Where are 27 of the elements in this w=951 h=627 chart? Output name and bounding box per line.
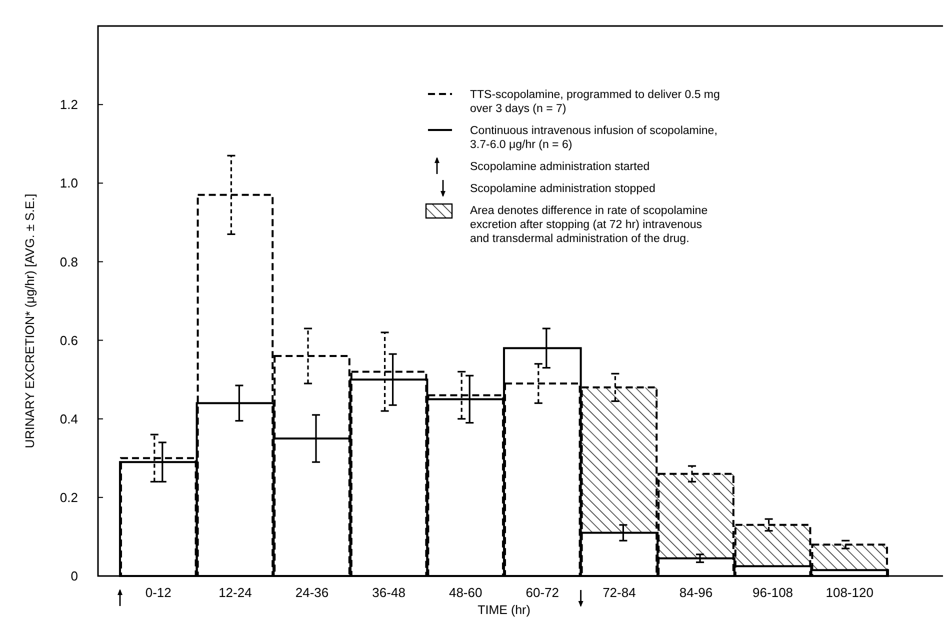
legend-label: Continuous intravenous infusion of scopolamine, 3.7-6.0 μg/hr (n = 6) (470, 125, 718, 151)
x-tick-label: 24-36 (295, 585, 329, 600)
y-tick-label: 0.6 (60, 332, 78, 348)
bar (580, 387, 658, 533)
x-tick-label: 60-72 (526, 585, 560, 600)
bar (658, 474, 734, 558)
x-tick-label: 48-60 (448, 585, 482, 600)
bar (734, 524, 812, 566)
legend-label: Area denotes difference in rate of scopolamine excretion after stopping (at 72 hr) intravenous and transdermal administration of the drug. (470, 205, 708, 245)
x-tick-label: 72-84 (602, 585, 636, 600)
x-tick-label: 0-12 (145, 585, 172, 600)
y-tick-label: 0.8 (60, 254, 78, 270)
x-tick-label: 108-120 (826, 585, 874, 600)
y-tick-label: 0.4 (60, 411, 78, 426)
y-tick-label: 0 (70, 568, 78, 584)
annotation: Scopolamine administration stopped (470, 183, 656, 195)
annotation: Scopolamine administration started (470, 161, 650, 173)
y-axis-title: URINARY EXCRETION* (μg/hr) [AVG. ± S.E.] (23, 194, 37, 448)
y-tick-label: 1.2 (60, 97, 78, 112)
x-tick-label: 12-24 (218, 585, 252, 600)
x-tick-label: 84-96 (679, 585, 713, 600)
y-tick-label: 0.2 (60, 490, 78, 505)
x-tick-label: 96-108 (752, 585, 794, 600)
x-axis-title: TIME (hr) (478, 603, 530, 617)
legend-label: TTS-scopolamine, programmed to deliver 0.5 mg over 3 days (n = 7) (470, 89, 720, 115)
y-tick-label: 1.0 (60, 176, 78, 191)
x-tick-label: 36-48 (372, 585, 406, 600)
